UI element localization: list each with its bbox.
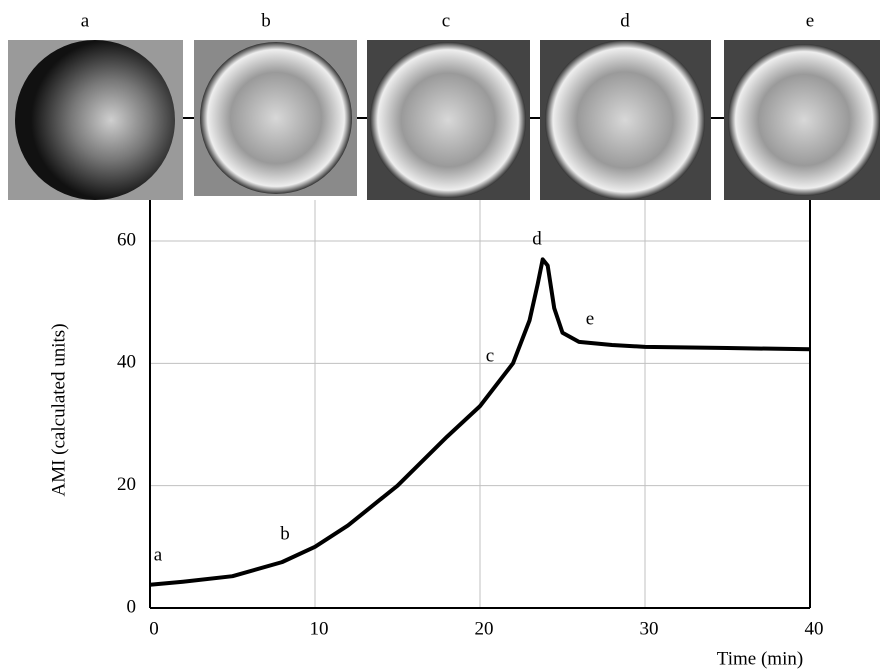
photo-label: d — [620, 10, 630, 31]
annotation: b — [280, 523, 290, 544]
y-tick-label: 40 — [117, 352, 136, 373]
photo-dish — [728, 44, 880, 196]
annotation: e — [586, 308, 594, 329]
photo-dish — [200, 42, 352, 194]
annotation: d — [532, 228, 542, 249]
y-tick-label: 0 — [127, 596, 137, 617]
photos — [8, 40, 880, 200]
x-tick-label: 10 — [310, 618, 329, 639]
photo-dish — [15, 40, 175, 200]
photo-label: a — [81, 10, 90, 31]
x-axis-label: Time (min) — [717, 648, 803, 669]
x-tick-label: 40 — [805, 618, 824, 639]
photo-dish — [370, 42, 526, 198]
x-tick-label: 0 — [149, 618, 159, 639]
photo-label: b — [261, 10, 271, 31]
photo-label: c — [442, 10, 450, 31]
photo-dish — [545, 40, 705, 200]
x-tick-label: 30 — [640, 618, 659, 639]
annotation: a — [154, 544, 163, 565]
y-tick-label: 60 — [117, 229, 136, 250]
photo-label: e — [806, 10, 814, 31]
x-tick-label: 20 — [475, 618, 494, 639]
y-tick-label: 20 — [117, 474, 136, 495]
annotation: c — [486, 345, 494, 366]
y-axis-label: AMI (calculated units) — [48, 323, 69, 496]
data-line — [149, 257, 811, 587]
